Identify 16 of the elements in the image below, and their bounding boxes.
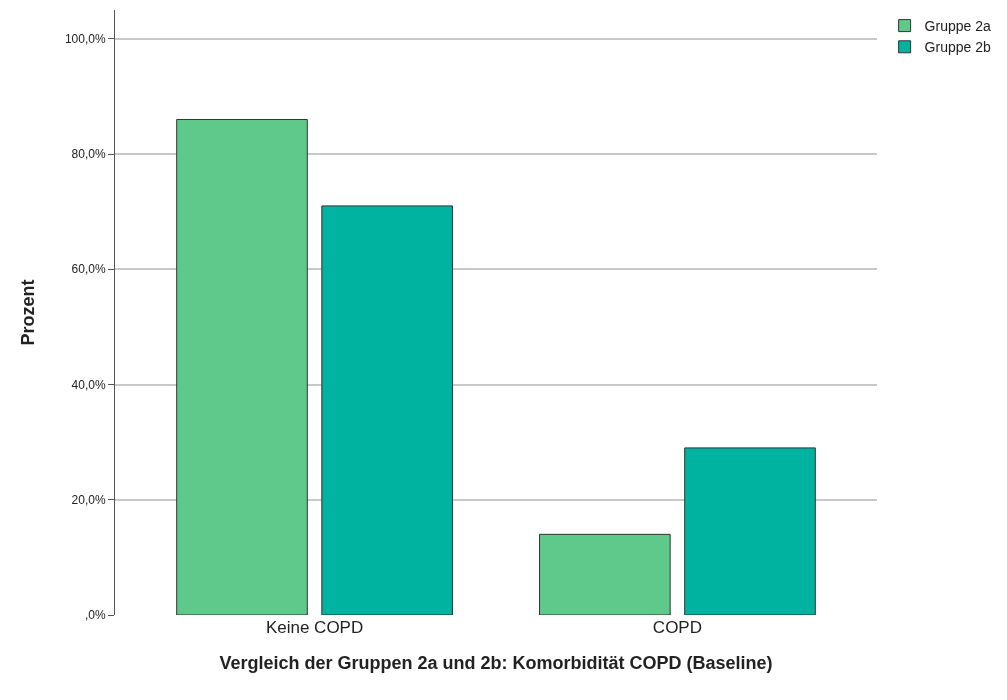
x-tick-label: Keine COPD xyxy=(265,618,364,637)
bar xyxy=(321,205,453,615)
x-tick-label: COPD xyxy=(652,618,702,637)
bar xyxy=(539,533,671,615)
y-axis-title: Prozent xyxy=(18,279,39,346)
bar xyxy=(176,118,308,615)
y-tick-label: 100,0% xyxy=(64,32,106,47)
y-tick-label: 60,0% xyxy=(71,262,106,277)
x-axis-title: Vergleich der Gruppen 2a und 2b: Komorbidität COPD (Baseline) xyxy=(219,653,773,674)
bar xyxy=(684,447,816,615)
y-tick-label: 40,0% xyxy=(71,377,106,392)
y-tick-label: 80,0% xyxy=(71,147,106,162)
legend-label: Gruppe 2a xyxy=(924,18,991,35)
legend-label: Gruppe 2b xyxy=(924,39,991,56)
y-tick-label: ,0% xyxy=(84,608,106,623)
y-tick-label: 20,0% xyxy=(71,492,106,507)
